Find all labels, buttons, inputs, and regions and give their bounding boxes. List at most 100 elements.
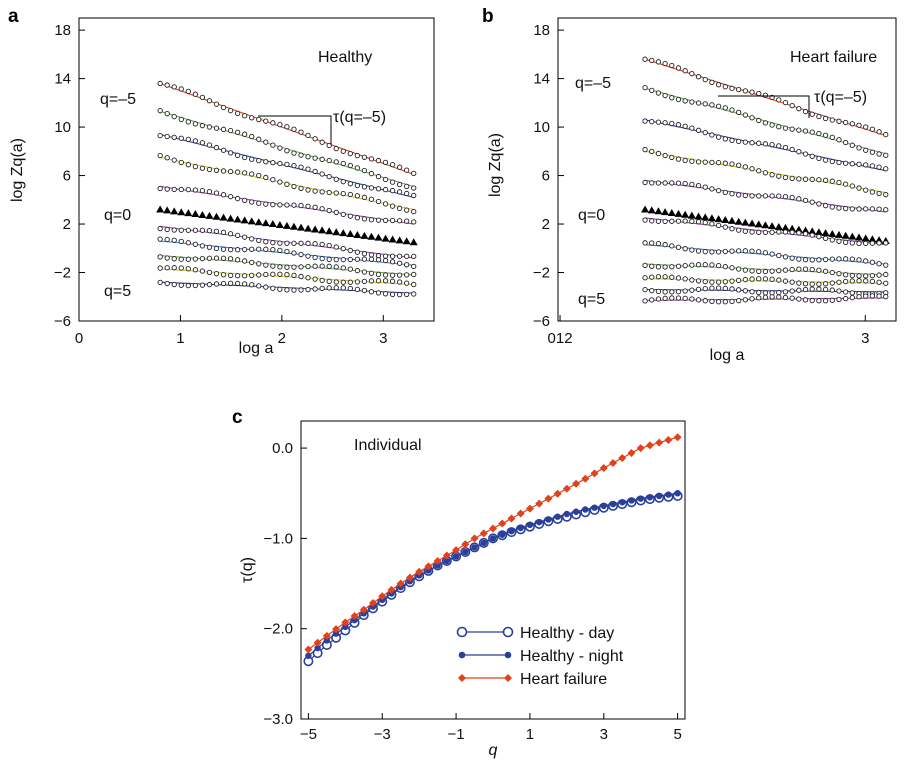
panel-a-point	[185, 282, 191, 289]
panel-c-point-hf	[313, 638, 322, 647]
panel-a-point	[354, 215, 361, 221]
panel-a-point	[389, 203, 396, 209]
panel-b-point	[729, 265, 735, 271]
panel-a-point	[389, 161, 396, 168]
panel-b-point	[829, 204, 835, 210]
panel-b-point	[842, 278, 849, 285]
panel-a-point	[284, 161, 290, 168]
panel-a-point	[368, 278, 375, 284]
panel-b-point	[682, 288, 688, 294]
panel-b-point	[756, 289, 762, 296]
panel-a-point	[396, 205, 403, 211]
panel-a-point	[164, 82, 170, 88]
panel-b-point	[782, 193, 789, 200]
panel-a-point	[333, 285, 339, 291]
panel-a-point	[411, 192, 417, 199]
panel-a-point	[404, 218, 410, 224]
panel-a-point	[326, 278, 332, 284]
panel-b-point	[876, 261, 882, 267]
panel-c-xtick-label: 3	[600, 726, 608, 743]
panel-a-point-triangle	[233, 215, 242, 223]
panel-b-point	[642, 179, 648, 186]
panel-a-point	[319, 156, 325, 162]
panel-b-point	[796, 106, 802, 112]
panel-b-point	[876, 293, 882, 299]
panel-a-point-triangle	[402, 237, 411, 245]
panel-c-point-night	[471, 544, 478, 551]
panel-b-point	[762, 141, 769, 147]
panel-a-point	[382, 257, 389, 264]
panel-b-point	[662, 274, 668, 280]
panel-a-point	[319, 285, 325, 292]
panel-a-point	[227, 246, 234, 253]
panel-a-point	[164, 265, 170, 271]
panel-b-point	[883, 262, 889, 268]
panel-a-point	[277, 271, 283, 277]
panel-a-point-triangle	[268, 220, 277, 228]
panel-b-point	[709, 221, 715, 227]
panel-b-point	[675, 295, 682, 301]
panel-a-point	[213, 281, 220, 287]
panel-a-point	[368, 185, 375, 191]
panel-b-point	[822, 268, 829, 274]
panel-a-point	[382, 272, 389, 278]
panel-a-point	[347, 213, 353, 219]
panel-b-point	[702, 298, 708, 304]
panel-b-point	[796, 176, 802, 182]
panel-a-point	[354, 256, 361, 262]
panel-b-point	[675, 275, 682, 281]
panel-b-point	[802, 266, 809, 272]
panel-b-point	[736, 162, 742, 168]
legend-marker	[458, 674, 466, 682]
panel-b-ticks: 012 3 18 14 10 6 2 −2 −6	[533, 22, 870, 347]
panel-c-point-hf	[378, 592, 387, 601]
panel-a-point	[361, 251, 368, 257]
panel-b-ytick-label: 18	[533, 22, 550, 39]
panel-a-series-q-5	[157, 80, 417, 177]
panel-b-point	[822, 177, 829, 183]
panel-a-point	[192, 227, 199, 233]
panel-a-point	[249, 199, 255, 205]
panel-b-point	[702, 285, 708, 292]
panel-a-point	[164, 226, 170, 233]
panel-a-point-triangle	[177, 208, 186, 216]
panel-a-point	[396, 189, 403, 195]
panel-a-point	[242, 131, 248, 137]
panel-a-point	[171, 134, 177, 140]
panel-a-point	[389, 291, 396, 298]
panel-b-label-q-mid: q=0	[578, 207, 605, 224]
panel-a-point	[157, 225, 163, 232]
panel-a-point	[277, 179, 283, 185]
panel-c-ytick-label: −2.0	[263, 621, 293, 638]
panel-a-point	[171, 157, 177, 163]
panel-b-point	[729, 137, 735, 143]
panel-a-point	[354, 286, 361, 293]
panel-c-point-hf	[516, 509, 525, 518]
panel-c-point-hf	[618, 454, 627, 463]
panel-a-point	[256, 283, 262, 289]
panel-b-point	[769, 122, 775, 128]
panel-a-point	[284, 271, 290, 278]
panel-a-point	[234, 110, 241, 117]
panel-a-series-q-1	[157, 185, 417, 225]
panel-b-point-triangle	[861, 234, 870, 242]
panel-a-point	[157, 254, 163, 260]
panel-a-point	[404, 207, 410, 213]
panel-c-series-open-circle	[303, 490, 683, 667]
panel-a-point	[411, 253, 417, 260]
panel-a-point	[227, 231, 234, 237]
panel-b-point	[655, 218, 662, 224]
panel-a-point	[277, 160, 283, 167]
panel-b-point	[849, 206, 855, 212]
panel-a-point	[347, 285, 353, 292]
panel-b-ytick-label: 6	[542, 168, 550, 185]
panel-b-point	[816, 286, 822, 292]
panel-b-point	[856, 278, 862, 284]
panel-a-point	[389, 272, 396, 278]
panel-c-point-night	[535, 518, 543, 526]
panel-a-point	[227, 280, 234, 286]
panel-b-point	[702, 77, 708, 83]
panel-a-point	[396, 218, 403, 224]
panel-a-point	[368, 252, 375, 258]
panel-b-point	[695, 262, 702, 268]
